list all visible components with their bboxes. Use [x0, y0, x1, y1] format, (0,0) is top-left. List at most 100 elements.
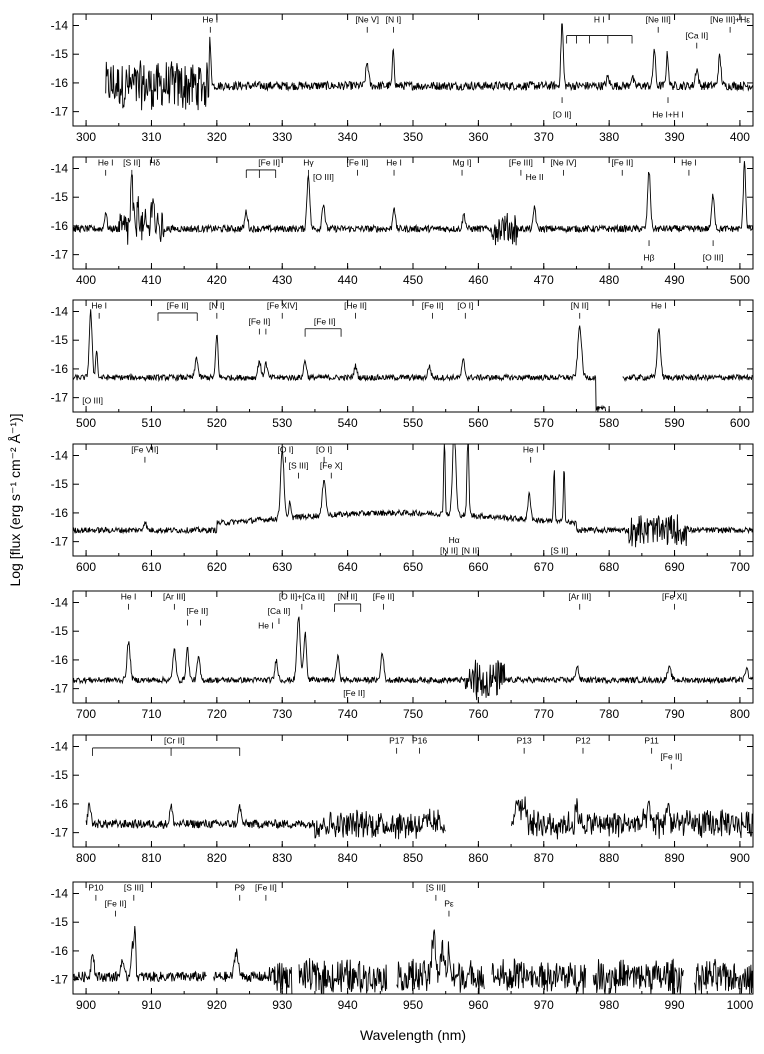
line-label: [O III] [703, 253, 724, 263]
line-label: [Cr II] [164, 736, 185, 746]
line-label: [Fe II] [258, 158, 280, 168]
x-tick-label: 490 [665, 273, 685, 287]
x-tick-label: 650 [403, 560, 423, 574]
x-tick-label: 760 [468, 707, 488, 721]
line-label: [Ca II] [268, 606, 291, 616]
line-label: He II [526, 172, 544, 182]
line-label: [He II] [344, 301, 367, 311]
y-tick-label: -15 [51, 915, 69, 929]
panel-frame-4 [72, 443, 754, 557]
line-label: [N II] [462, 545, 480, 555]
line-label: [S III] [426, 883, 446, 893]
line-label: [Fe XI] [662, 592, 687, 602]
y-tick-label: -16 [51, 944, 69, 958]
spectrum-line-1 [105, 23, 754, 111]
line-label: [O I] [457, 301, 473, 311]
x-tick-label: 560 [468, 416, 488, 430]
line-label: [N I] [209, 301, 225, 311]
line-label: [O I] [316, 445, 332, 455]
line-label: [Fe II] [660, 752, 682, 762]
line-label: He I [386, 158, 402, 168]
y-tick-label: -16 [51, 653, 69, 667]
line-label: [S III] [289, 461, 309, 471]
y-axis-title: Log [flux (erg s⁻¹ cm⁻² Å⁻¹)] [7, 413, 23, 586]
line-label: [N II] [440, 545, 458, 555]
line-label: P11 [644, 736, 659, 746]
x-tick-label: 580 [599, 416, 619, 430]
x-tick-label: 540 [338, 416, 358, 430]
y-tick-label: -16 [51, 362, 69, 376]
line-label: Pε [444, 899, 454, 909]
x-tick-label: 550 [403, 416, 423, 430]
line-label: [Fe II] [105, 899, 127, 909]
panel-2: -14 -15 -16 -17 400 410 420 430 440 450 460 470 480 4… [51, 156, 754, 287]
y-tick-label: -14 [51, 18, 69, 32]
spectrum-line-7 [72, 925, 754, 995]
x-tick-label: 330 [272, 130, 292, 144]
y-tick-label: -16 [51, 76, 69, 90]
x-tick-label: 590 [665, 416, 685, 430]
x-tick-label: 900 [76, 998, 96, 1012]
line-label: [Fe II] [255, 883, 277, 893]
x-tick-label: 570 [534, 416, 554, 430]
panels-group: -14 -15 -16 -17 300 310 320 330 340 350 360 370 380 3… [51, 13, 754, 1012]
line-label: [Ar III] [163, 592, 186, 602]
y-tick-label: -15 [51, 190, 69, 204]
x-tick-label: 520 [207, 416, 227, 430]
x-tick-label: 730 [272, 707, 292, 721]
panel-frame-3 [72, 299, 754, 413]
x-tick-label: 740 [338, 707, 358, 721]
x-tick-label: 840 [338, 851, 358, 865]
line-label: P9 [235, 883, 246, 893]
x-tick-label: 530 [272, 416, 292, 430]
x-tick-label: 670 [534, 560, 554, 574]
x-tick-label: 440 [338, 273, 358, 287]
line-label: He I [258, 620, 274, 630]
line-label: [Ne III] [646, 15, 671, 25]
x-tick-label: 780 [599, 707, 619, 721]
panel-frame-5 [72, 590, 754, 704]
panel-1: -14 -15 -16 -17 300 310 320 330 340 350 360 370 380 3… [51, 13, 754, 144]
x-tick-label: 810 [141, 851, 161, 865]
x-tick-label: 600 [76, 560, 96, 574]
line-label: [S II] [551, 545, 568, 555]
x-tick-label: 850 [403, 851, 423, 865]
x-tick-label: 400 [730, 130, 750, 144]
y-tick-label: -17 [51, 682, 69, 696]
spectrum-line-4 [72, 443, 754, 548]
x-tick-label: 1000 [727, 998, 754, 1012]
line-label: [Fe VII] [131, 445, 158, 455]
x-tick-label: 500 [730, 273, 750, 287]
line-label: [N II] [571, 301, 589, 311]
y-tick-label: -14 [51, 161, 69, 175]
y-tick-label: -17 [51, 105, 69, 119]
line-label: [Fe XIV] [267, 301, 298, 311]
x-tick-label: 750 [403, 707, 423, 721]
x-tick-label: 360 [468, 130, 488, 144]
x-tick-label: 420 [207, 273, 227, 287]
line-label: [O III] [313, 172, 334, 182]
line-label: He I [121, 592, 137, 602]
x-tick-label: 970 [534, 998, 554, 1012]
x-tick-label: 900 [730, 851, 750, 865]
line-label: [O II] [553, 110, 571, 120]
x-tick-label: 320 [207, 130, 227, 144]
x-tick-label: 610 [141, 560, 161, 574]
line-label: He I [523, 445, 539, 455]
line-label: Hγ [303, 158, 314, 168]
x-tick-label: 680 [599, 560, 619, 574]
line-label: [O III] [82, 396, 103, 406]
line-label: [Fe II] [373, 592, 395, 602]
panel-frame-1 [72, 13, 754, 127]
x-tick-label: 340 [338, 130, 358, 144]
y-tick-label: -17 [51, 826, 69, 840]
x-tick-label: 920 [207, 998, 227, 1012]
x-tick-label: 770 [534, 707, 554, 721]
line-label: [Ne IV] [550, 158, 576, 168]
y-tick-label: -16 [51, 219, 69, 233]
x-tick-label: 910 [141, 998, 161, 1012]
x-tick-label: 350 [403, 130, 423, 144]
x-tick-label: 300 [76, 130, 96, 144]
line-label: Hδ [149, 158, 160, 168]
